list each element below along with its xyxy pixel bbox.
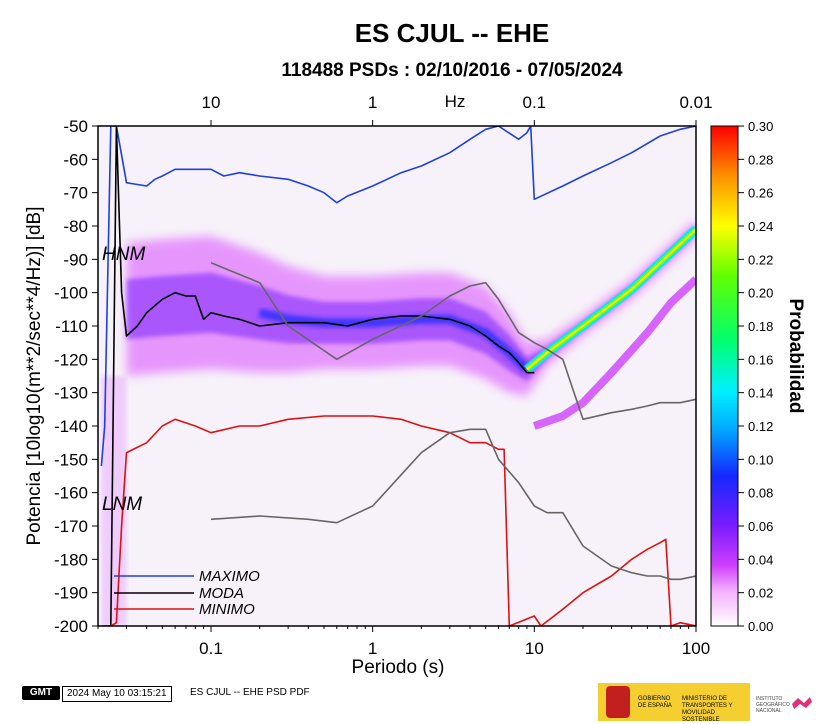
colorbar-tick-label: 0.28 xyxy=(748,152,773,167)
high-noise-model-label: HNM xyxy=(102,244,145,265)
low-noise-model-line xyxy=(210,428,696,581)
institute-label: INSTITUTO GEOGRÁFICO NACIONAL xyxy=(756,696,790,714)
x-tick-label: 10 xyxy=(525,639,544,658)
colorbar-tick-label: 0.04 xyxy=(748,552,773,567)
plot-background xyxy=(98,126,696,626)
top-axis-unit: Hz xyxy=(445,92,466,111)
secondary-band xyxy=(532,276,696,430)
colorbar-tick-label: 0.00 xyxy=(748,619,773,634)
legend: MAXIMO MODA MINIMO xyxy=(114,568,260,618)
y-tick-label: -110 xyxy=(55,317,88,336)
ministry-label: MINISTERIO DE TRANSPORTES Y MOVILIDAD SO… xyxy=(682,696,733,723)
maximo-line xyxy=(100,126,696,467)
moda-line xyxy=(104,126,535,626)
series-lines xyxy=(100,126,696,626)
y-tick-label: -200 xyxy=(54,617,88,636)
colorbar-tick-label: 0.30 xyxy=(748,119,773,134)
psd-chart: ES CJUL -- EHE 118488 PSDs : 02/10/2016 … xyxy=(24,18,806,678)
low-noise-model-label: LNM xyxy=(102,494,142,515)
y-tick-label: -140 xyxy=(54,417,88,436)
gmt-logo: GMT xyxy=(22,686,60,700)
top-tick-label: 0.01 xyxy=(679,93,712,112)
y-tick-label: -190 xyxy=(54,584,88,603)
colorbar-title: Probabilidad xyxy=(785,298,806,413)
minimo-line xyxy=(101,415,696,626)
x-tick-label: 1 xyxy=(368,639,377,658)
y-tick-label: -90 xyxy=(63,250,88,269)
chart-title: ES CJUL -- EHE xyxy=(355,18,550,48)
x-axis-label: Periodo (s) xyxy=(352,657,445,678)
colorbar-tick-label: 0.24 xyxy=(748,219,773,234)
y-tick-label: -120 xyxy=(54,350,88,369)
colorbar-tick-label: 0.02 xyxy=(748,586,773,601)
colorbar xyxy=(710,125,739,627)
colorbar-tick-label: 0.06 xyxy=(748,519,773,534)
top-tick-label: 10 xyxy=(202,93,221,112)
top-tick-label: 1 xyxy=(368,93,377,112)
high-noise-model-line xyxy=(210,261,696,421)
colorbar-ticks: 0.30 0.28 0.26 0.24 0.22 0.20 0.18 0.16 0.14 0.12… xyxy=(738,119,773,634)
y-tick-label: -150 xyxy=(54,450,88,469)
colorbar-tick-label: 0.10 xyxy=(748,452,773,467)
y-tick-label: -60 xyxy=(63,150,88,169)
colorbar-tick-label: 0.16 xyxy=(748,352,773,367)
colorbar-tick-label: 0.26 xyxy=(748,186,773,201)
colorbar-tick-label: 0.12 xyxy=(748,419,773,434)
colorbar-tick-label: 0.18 xyxy=(748,319,773,334)
y-tick-label: -160 xyxy=(54,484,88,503)
footer-caption: ES CJUL -- EHE PSD PDF xyxy=(190,687,310,698)
density-ridge xyxy=(258,308,530,373)
x-axis: 0.1 1 10 100 xyxy=(97,626,710,658)
y-tick-label: -80 xyxy=(63,217,88,236)
timestamp: 2024 May 10 03:15:21 xyxy=(62,686,172,702)
government-label: GOBIERNO DE ESPAÑA xyxy=(638,696,672,709)
legend-label-minimo: MINIMO xyxy=(199,601,255,618)
ign-logo-icon xyxy=(792,697,812,709)
y-tick-label: -170 xyxy=(54,517,88,536)
coat-of-arms-icon xyxy=(606,686,630,718)
x-tick-label: 100 xyxy=(682,639,710,658)
density-core-band xyxy=(126,224,696,382)
legend-label-moda: MODA xyxy=(199,585,244,602)
colorbar-tick-label: 0.22 xyxy=(748,252,773,267)
y-tick-label: -100 xyxy=(54,284,88,303)
plot-frame xyxy=(97,125,697,627)
y-tick-label: -50 xyxy=(63,117,88,136)
x-tick-label: 0.1 xyxy=(199,639,223,658)
y-axis: -50 -60 -70 -80 -90 -100 -110 -120 -130 -140 -150 -… xyxy=(54,117,98,636)
colorbar-tick-label: 0.08 xyxy=(748,486,773,501)
top-frequency-axis: 10 1 0.1 0.01 xyxy=(202,93,713,126)
legend-label-maximo: MAXIMO xyxy=(199,568,260,585)
y-tick-label: -70 xyxy=(63,184,88,203)
colorbar-tick-label: 0.20 xyxy=(748,286,773,301)
chart-subtitle: 118488 PSDs : 02/10/2016 - 07/05/2024 xyxy=(281,60,623,81)
y-tick-label: -130 xyxy=(54,384,88,403)
high-probability-ridge-core xyxy=(526,228,696,371)
density-layer xyxy=(101,219,696,626)
y-tick-label: -180 xyxy=(54,550,88,569)
top-tick-label: 0.1 xyxy=(523,93,547,112)
colorbar-tick-label: 0.14 xyxy=(748,386,773,401)
y-axis-label: Potencia [10log10(m**2/sec**4/Hz)] [dB] xyxy=(24,206,45,545)
